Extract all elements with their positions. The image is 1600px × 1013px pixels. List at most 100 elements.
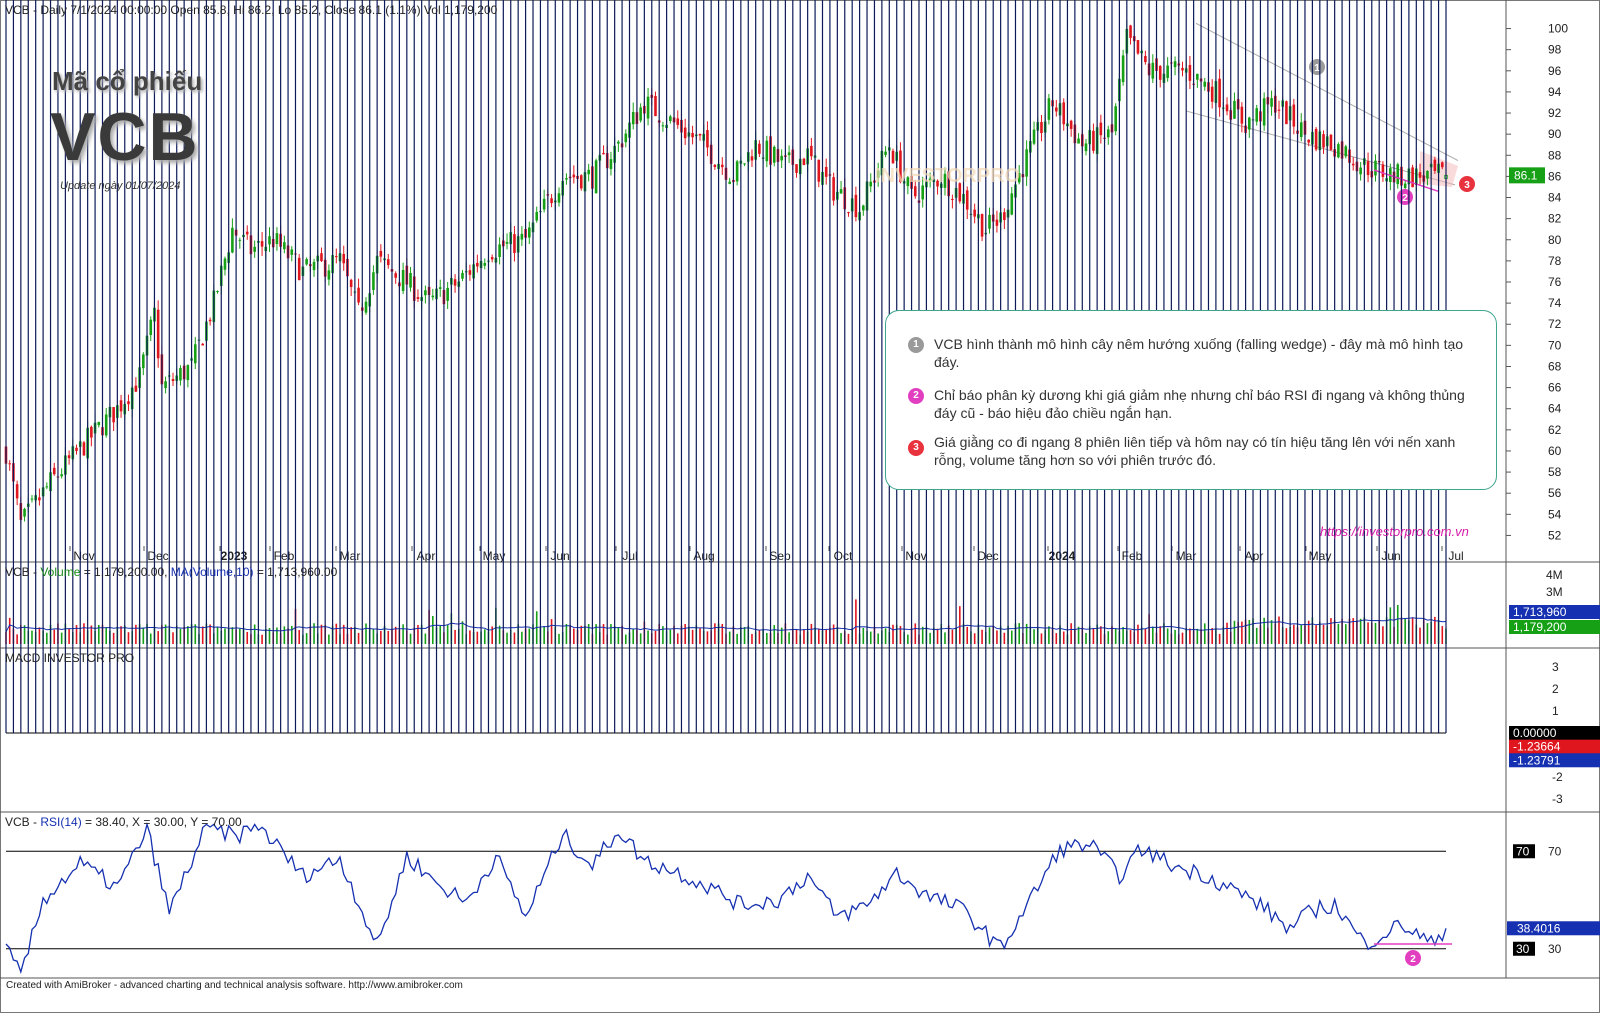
candle-body [52, 467, 56, 475]
candle-body [275, 233, 279, 245]
candle-body [342, 253, 346, 264]
x-tick-label: Feb [1122, 549, 1143, 563]
candle-body [1158, 65, 1162, 80]
candle-body [1418, 172, 1422, 178]
candle-body [231, 227, 234, 253]
x-tick-label: Nov [905, 549, 926, 563]
macd-zero-label: 0.00000 [1513, 726, 1557, 740]
candle-body [1411, 167, 1414, 188]
rsi-lower-box [1513, 941, 1535, 956]
candle-body [869, 181, 873, 187]
price-tick-label: 92 [1548, 106, 1562, 120]
candle-body [179, 368, 182, 381]
candle-body [290, 249, 294, 255]
candle-body [1262, 98, 1266, 126]
x-tick-label: Apr [417, 549, 436, 563]
candle-body [824, 166, 828, 177]
candle-body [698, 133, 702, 136]
candle-body [1010, 193, 1014, 215]
rsi-upper-box [1513, 844, 1535, 859]
rsi-header: VCB - RSI(14) = 38.40, X = 30.00, Y = 70… [5, 815, 242, 829]
ticker-symbol: VCB [50, 99, 200, 175]
candle-body [297, 257, 301, 281]
candle-body [1055, 107, 1058, 112]
annotation-2-rsi-label: 2 [1410, 954, 1416, 965]
annotation-3 [1459, 176, 1475, 192]
price-tick-label: 86 [1548, 169, 1562, 183]
candle-body [1277, 109, 1281, 111]
website-link[interactable]: https://investorpro.com.vn [1320, 524, 1469, 539]
candle-body [876, 170, 880, 178]
candle-body [1225, 104, 1229, 112]
x-tick-label: May [483, 549, 506, 563]
annotation-2-label: 2 [1402, 193, 1408, 204]
candle-body [1440, 162, 1444, 168]
candle-body [1121, 55, 1125, 83]
candle-body [364, 301, 368, 313]
watermark: INVESTORPRO [875, 165, 1021, 187]
candle-body [624, 133, 628, 143]
candle-body [1114, 106, 1117, 132]
candle-body [617, 141, 620, 144]
candle-body [208, 319, 212, 322]
candle-body [1359, 167, 1362, 175]
candle-body [713, 164, 717, 168]
candle-body [527, 227, 531, 238]
candle-body [38, 497, 41, 501]
candle-body [1062, 102, 1066, 125]
rsi-value-box [1507, 921, 1600, 936]
price-tick-label: 54 [1548, 507, 1562, 521]
candle-body [142, 354, 145, 369]
x-tick-label: Jun [550, 549, 569, 563]
candle-body [223, 258, 227, 270]
x-tick-label: Jun [1381, 549, 1400, 563]
candle-body [1329, 134, 1333, 150]
candle-body [461, 272, 464, 279]
note-1: VCB hình thành mô hình cây nêm hướng xuố… [934, 336, 1464, 370]
candle-body [936, 180, 939, 187]
candle-body [847, 212, 850, 214]
candle-body [75, 447, 78, 451]
candle-body [386, 259, 390, 266]
candle-body [164, 381, 167, 389]
candle-body [1337, 144, 1340, 158]
candle-body [1196, 73, 1199, 80]
candle-body [965, 190, 969, 210]
footer-credit: Created with AmiBroker - advanced charti… [6, 980, 463, 991]
candle-body [260, 241, 264, 247]
candle-body [802, 158, 806, 166]
annotation-1 [1309, 59, 1325, 75]
candle-body [60, 474, 63, 477]
annotation-3-label: 3 [1464, 180, 1470, 191]
last-price-box [1509, 167, 1545, 184]
candle-body [988, 214, 991, 229]
candle-body [691, 133, 694, 138]
note-badge-2: 2 [908, 388, 924, 404]
candle-body [446, 287, 449, 301]
candle-body [810, 145, 813, 157]
candle-body [973, 209, 976, 217]
candle-body [104, 414, 108, 436]
price-tick-label: 64 [1548, 402, 1562, 416]
candle-body [201, 343, 205, 346]
rsi-tick-30: 30 [1548, 942, 1562, 956]
candle-body [453, 279, 457, 286]
candle-body [1003, 212, 1006, 221]
candle-body [312, 261, 316, 271]
candle-body [327, 270, 331, 280]
candle-body [913, 186, 917, 197]
candle-body [23, 508, 26, 517]
candle-body [283, 242, 286, 250]
volume-axis-4m: 4M [1546, 568, 1563, 582]
volume-header: VCB - Volume = 1,179,200.00, MA(Volume,1… [5, 565, 338, 579]
analysis-notes: 1 VCB hình thành mô hình cây nêm hướng x… [885, 310, 1497, 490]
candle-body [438, 287, 442, 289]
candle-body [1032, 129, 1036, 144]
candle-body [832, 177, 835, 201]
candle-body [409, 273, 412, 288]
candle-body [245, 231, 249, 235]
note-2: Chỉ báo phân kỳ dương khi giá giảm nhẹ n… [934, 387, 1465, 421]
candle-body [1084, 143, 1088, 152]
candle-body [1344, 146, 1348, 157]
